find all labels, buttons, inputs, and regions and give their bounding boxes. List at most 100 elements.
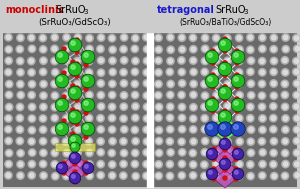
Circle shape	[131, 160, 139, 168]
Circle shape	[191, 93, 196, 97]
Circle shape	[98, 127, 103, 132]
Circle shape	[224, 138, 231, 146]
Circle shape	[87, 81, 91, 86]
Circle shape	[122, 151, 126, 155]
Circle shape	[71, 155, 75, 158]
Circle shape	[28, 172, 35, 179]
Circle shape	[234, 53, 238, 57]
Circle shape	[71, 84, 75, 88]
Circle shape	[62, 160, 70, 168]
Circle shape	[221, 125, 225, 129]
Circle shape	[237, 162, 242, 166]
Circle shape	[99, 81, 103, 86]
Circle shape	[236, 46, 243, 53]
Circle shape	[211, 61, 215, 65]
Circle shape	[62, 80, 70, 88]
Circle shape	[76, 93, 80, 97]
Circle shape	[84, 123, 88, 127]
Circle shape	[85, 138, 93, 145]
Circle shape	[71, 120, 75, 124]
Circle shape	[55, 50, 69, 64]
Circle shape	[223, 121, 227, 125]
Circle shape	[272, 94, 276, 98]
Circle shape	[214, 162, 218, 166]
Circle shape	[283, 174, 287, 178]
Circle shape	[212, 114, 220, 122]
Circle shape	[74, 91, 82, 99]
Circle shape	[237, 93, 242, 97]
Circle shape	[109, 57, 116, 64]
Circle shape	[29, 59, 34, 63]
Circle shape	[40, 103, 47, 111]
Circle shape	[284, 35, 288, 40]
Circle shape	[64, 162, 68, 166]
Circle shape	[30, 150, 34, 155]
Circle shape	[247, 149, 255, 157]
Circle shape	[75, 110, 79, 114]
Circle shape	[99, 70, 103, 75]
Circle shape	[51, 126, 59, 134]
Circle shape	[6, 70, 10, 74]
Circle shape	[283, 105, 287, 109]
Circle shape	[145, 47, 149, 51]
Circle shape	[16, 80, 24, 88]
Circle shape	[7, 47, 11, 52]
Circle shape	[235, 49, 239, 53]
Circle shape	[18, 162, 23, 167]
Circle shape	[18, 151, 23, 155]
Circle shape	[189, 126, 197, 133]
Circle shape	[85, 80, 93, 87]
Circle shape	[64, 35, 69, 40]
Circle shape	[213, 46, 220, 53]
Circle shape	[259, 172, 266, 179]
Circle shape	[62, 95, 66, 99]
Circle shape	[235, 34, 243, 42]
Circle shape	[75, 174, 80, 178]
Circle shape	[110, 36, 114, 40]
Circle shape	[18, 127, 22, 132]
Circle shape	[62, 59, 66, 63]
Circle shape	[168, 174, 172, 178]
Circle shape	[155, 46, 163, 53]
Circle shape	[155, 103, 163, 111]
Circle shape	[221, 89, 225, 93]
Circle shape	[41, 139, 45, 143]
Circle shape	[235, 61, 239, 65]
Circle shape	[167, 91, 174, 99]
Circle shape	[223, 85, 227, 89]
Circle shape	[85, 91, 93, 99]
Circle shape	[191, 70, 196, 74]
Circle shape	[168, 127, 172, 132]
Circle shape	[247, 172, 254, 180]
Circle shape	[292, 103, 300, 110]
Circle shape	[211, 73, 215, 77]
Circle shape	[84, 77, 88, 81]
Circle shape	[5, 57, 13, 64]
Circle shape	[16, 57, 24, 65]
Circle shape	[30, 47, 34, 51]
Circle shape	[28, 45, 36, 53]
Circle shape	[98, 103, 105, 110]
Circle shape	[260, 105, 264, 109]
Circle shape	[167, 125, 174, 133]
Circle shape	[71, 108, 75, 112]
Circle shape	[224, 114, 232, 122]
Circle shape	[109, 161, 116, 168]
Circle shape	[4, 68, 12, 76]
Circle shape	[62, 161, 66, 165]
Circle shape	[5, 149, 13, 157]
Circle shape	[270, 34, 278, 42]
Circle shape	[51, 45, 58, 53]
Circle shape	[74, 81, 81, 88]
Circle shape	[259, 115, 266, 122]
Circle shape	[75, 150, 80, 155]
Circle shape	[202, 116, 207, 120]
Circle shape	[258, 92, 266, 100]
Circle shape	[62, 107, 66, 111]
Circle shape	[259, 34, 266, 42]
Circle shape	[40, 92, 47, 99]
Circle shape	[224, 160, 231, 168]
Circle shape	[81, 98, 95, 112]
Circle shape	[40, 149, 47, 157]
Circle shape	[258, 80, 266, 88]
